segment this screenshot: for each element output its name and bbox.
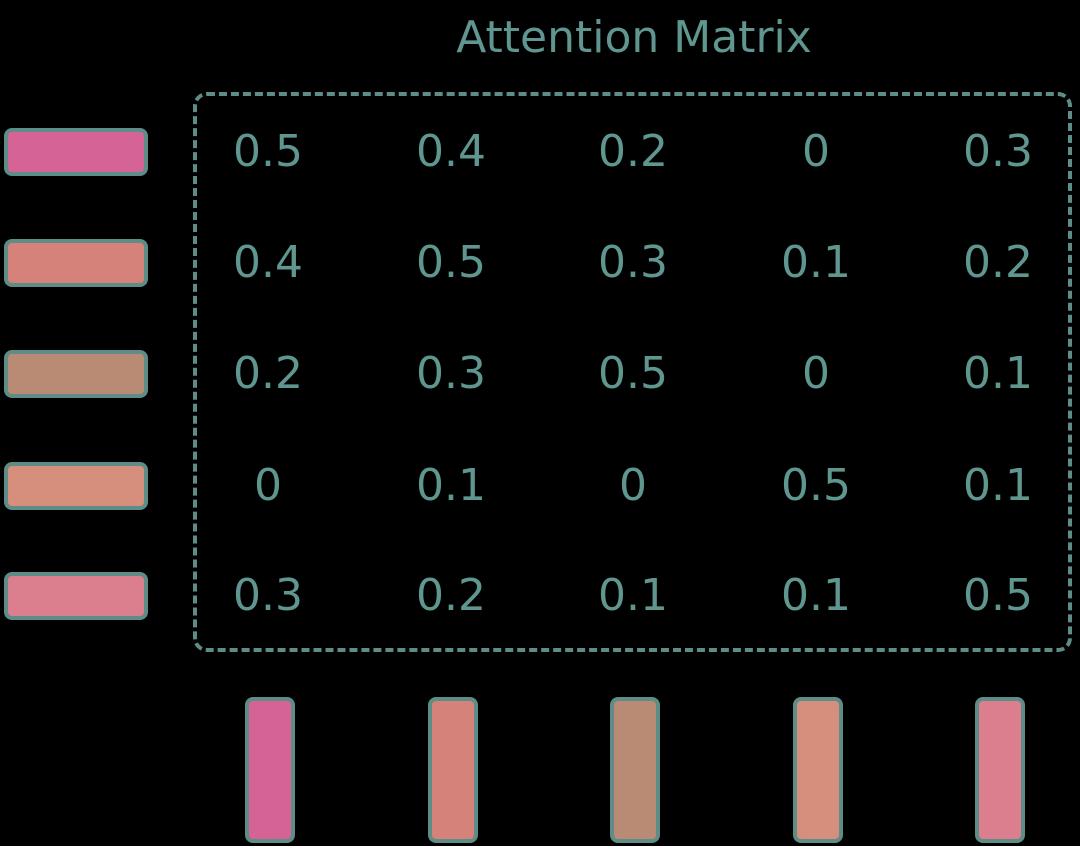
column-token-vector xyxy=(245,697,295,843)
matrix-cell: 0.2 xyxy=(416,570,486,621)
row-token-vector xyxy=(4,462,148,510)
row-token-vector xyxy=(4,572,148,620)
column-token-vector xyxy=(610,697,660,843)
matrix-cell: 0.1 xyxy=(963,460,1033,511)
matrix-cell: 0.1 xyxy=(963,348,1033,399)
matrix-cell: 0.2 xyxy=(233,348,303,399)
matrix-cell: 0.4 xyxy=(233,237,303,288)
matrix-cell: 0.1 xyxy=(416,460,486,511)
matrix-cell: 0.1 xyxy=(781,237,851,288)
matrix-cell: 0.3 xyxy=(416,348,486,399)
matrix-cell: 0.3 xyxy=(598,237,668,288)
column-token-vector xyxy=(793,697,843,843)
matrix-cell: 0.4 xyxy=(416,126,486,177)
matrix-cell: 0.1 xyxy=(781,570,851,621)
matrix-cell: 0.5 xyxy=(416,237,486,288)
matrix-cell: 0 xyxy=(802,126,830,177)
matrix-cell: 0.3 xyxy=(963,126,1033,177)
matrix-cell: 0.5 xyxy=(598,348,668,399)
matrix-cell: 0.2 xyxy=(963,237,1033,288)
matrix-cell: 0.3 xyxy=(233,570,303,621)
row-token-vector xyxy=(4,350,148,398)
matrix-dashed-frame xyxy=(193,92,1072,652)
row-token-vector xyxy=(4,128,148,176)
column-token-vector xyxy=(428,697,478,843)
matrix-cell: 0.1 xyxy=(598,570,668,621)
row-token-vector xyxy=(4,239,148,287)
matrix-cell: 0 xyxy=(802,348,830,399)
matrix-cell: 0 xyxy=(254,460,282,511)
diagram-title: Attention Matrix xyxy=(456,12,812,63)
column-token-vector xyxy=(975,697,1025,843)
matrix-cell: 0.5 xyxy=(963,570,1033,621)
matrix-cell: 0.5 xyxy=(233,126,303,177)
matrix-cell: 0.5 xyxy=(781,460,851,511)
matrix-cell: 0.2 xyxy=(598,126,668,177)
matrix-cell: 0 xyxy=(619,460,647,511)
